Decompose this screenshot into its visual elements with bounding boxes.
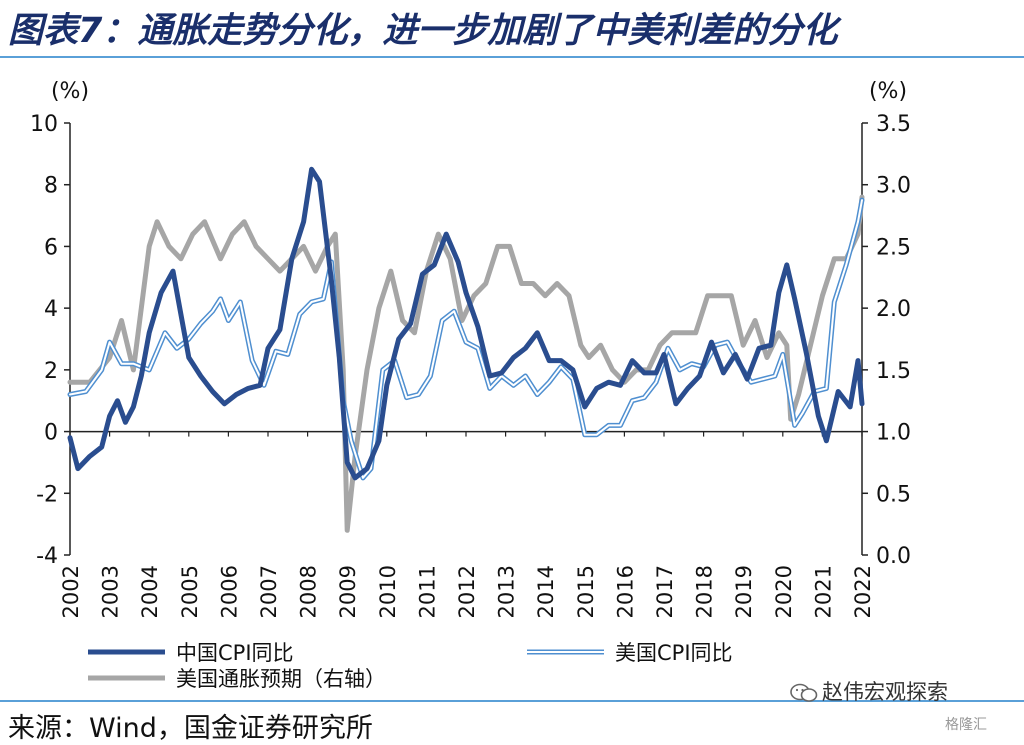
- x-tick-label: 2021: [811, 565, 835, 618]
- x-tick-label: 2009: [336, 565, 360, 618]
- x-tick-label: 2017: [653, 565, 677, 618]
- legend-china-cpi-label: 中国CPI同比: [176, 641, 294, 665]
- footer-divider: [0, 700, 1024, 702]
- left-tick-label: 4: [44, 297, 58, 322]
- brand-mark: 赵伟宏观探索: [790, 676, 1020, 704]
- x-tick-label: 2006: [217, 565, 241, 618]
- x-tick-label: 2012: [455, 565, 479, 618]
- right-tick-label: 1.5: [876, 359, 911, 384]
- x-tick-label: 2015: [574, 565, 598, 618]
- left-tick-label: 2: [44, 359, 58, 384]
- x-tick-label: 2002: [59, 565, 83, 618]
- left-unit-label: (%): [51, 79, 89, 104]
- x-tick-label: 2016: [613, 565, 637, 618]
- x-tick-label: 2008: [297, 565, 321, 618]
- brand-name: 赵伟宏观探索: [822, 680, 948, 704]
- title-divider: [0, 56, 1024, 58]
- legend-us-expectation-label: 美国通胀预期（右轴）: [176, 667, 386, 691]
- series-us-inflation-expectation: [67, 194, 865, 533]
- left-tick-label: 10: [30, 112, 58, 137]
- wechat-icon: [790, 683, 818, 702]
- right-unit-label: (%): [869, 79, 907, 104]
- source-note: 来源：Wind，国金证券研究所: [8, 713, 373, 744]
- chart: -4 -2 0 2 4 6 8 10 0.0 0.5 1.0 1.5 2.0 2.5 3.0 3.5 2002 2…: [30, 79, 911, 691]
- plot-area: -4 -2 0 2 4 6 8 10 0.0 0.5 1.0 1.5 2.0 2.5 3.0 3.5 2002 2…: [30, 112, 911, 618]
- chart-title: 图表7：通胀走势分化，进一步加剧了中美利差的分化: [8, 11, 838, 51]
- left-tick-label: 8: [44, 174, 58, 199]
- x-tick-label: 2004: [138, 565, 162, 618]
- right-tick-label: 0.5: [876, 482, 911, 507]
- x-tick-label: 2022: [851, 565, 875, 618]
- x-tick-label: 2014: [534, 565, 558, 618]
- x-tick-label: 2010: [376, 565, 400, 618]
- left-tick-label: -2: [36, 482, 58, 507]
- left-tick-label: 0: [44, 421, 58, 446]
- x-tick-label: 2003: [99, 565, 123, 618]
- legend-us-cpi-label: 美国CPI同比: [615, 641, 733, 665]
- right-tick-label: 3.5: [876, 112, 911, 137]
- x-tick-label: 2007: [257, 565, 281, 618]
- right-tick-label: 2.0: [876, 297, 911, 322]
- x-tick-label: 2005: [178, 565, 202, 618]
- x-tick-label: 2020: [772, 565, 796, 618]
- series-china-cpi: [67, 166, 865, 481]
- left-tick-label: 6: [44, 235, 58, 260]
- left-tick-label: -4: [36, 544, 58, 569]
- right-tick-label: 2.5: [876, 235, 911, 260]
- right-tick-label: 3.0: [876, 174, 911, 199]
- x-tick-label: 2011: [415, 565, 439, 618]
- watermark-text: 格隆汇: [945, 717, 987, 733]
- x-tick-label: 2018: [693, 565, 717, 618]
- x-tick-label: 2013: [495, 565, 519, 618]
- x-tick-label: 2019: [732, 565, 756, 618]
- right-tick-label: 1.0: [876, 421, 911, 446]
- right-tick-label: 0.0: [876, 544, 911, 569]
